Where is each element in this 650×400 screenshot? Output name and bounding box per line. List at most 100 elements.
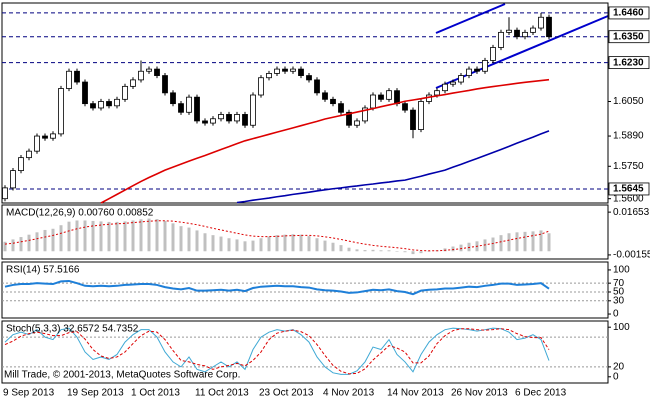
macd-bar (91, 220, 95, 252)
panel-frame (1, 261, 609, 319)
candle-body (250, 94, 256, 126)
y-tick-label: 1.5600 (613, 193, 644, 204)
macd-bar (163, 220, 167, 252)
macd-bar (371, 249, 375, 252)
macd-bar (83, 220, 87, 252)
y-tick-label: 1.5890 (613, 131, 644, 142)
candle-body (530, 27, 536, 33)
macd-bar (139, 219, 143, 252)
y-tick-label: 1.5750 (613, 161, 644, 172)
y-tick-label: 0 (613, 371, 619, 382)
candle-body (138, 70, 144, 81)
candle-body (546, 16, 552, 38)
candle-body (338, 103, 344, 113)
macd-bar (67, 221, 71, 252)
indicator-line (4, 327, 550, 375)
candle-body (66, 70, 72, 89)
candle-body (482, 60, 488, 72)
candle-body (522, 31, 528, 38)
macd-bar (179, 226, 183, 252)
macd-bar (171, 223, 175, 252)
candle-body (386, 90, 392, 100)
macd-bar (35, 232, 39, 252)
candle-body (98, 101, 104, 109)
level-label-box (608, 30, 650, 44)
macd-bar (27, 234, 31, 252)
macd-bar (187, 227, 191, 252)
macd-bar (19, 237, 23, 252)
candle-body (474, 68, 480, 72)
candle-body (490, 47, 496, 61)
macd-bar (123, 221, 127, 252)
x-tick-label: 14 Nov 2013 (387, 388, 444, 399)
candle-body (194, 96, 200, 122)
macd-bar (395, 251, 399, 252)
x-tick-label: 19 Sep 2013 (67, 388, 124, 399)
candle-body (106, 101, 112, 107)
macd-bar (355, 249, 359, 252)
macd-bar (219, 236, 223, 252)
indicator-line (100, 78, 550, 204)
level-label-box (608, 56, 650, 70)
candle-body (298, 68, 304, 76)
y-tick-label: 70 (613, 278, 625, 289)
indicator-line (4, 220, 550, 252)
x-tick-label: 23 Oct 2013 (259, 388, 314, 399)
macd-bar (531, 231, 535, 252)
macd-bar (115, 221, 119, 252)
candle-body (18, 157, 24, 172)
macd-bar (523, 231, 527, 252)
candle-body (402, 103, 408, 111)
candle-body (450, 81, 456, 85)
macd-bar (363, 250, 367, 252)
macd-bar (451, 246, 455, 252)
y-tick-label: 1.6050 (613, 96, 644, 107)
candle-body (34, 135, 40, 152)
macd-bar (539, 230, 543, 252)
candle-body (362, 107, 368, 122)
candle-body (242, 114, 248, 126)
candle-body (442, 83, 448, 92)
macd-bar (379, 250, 383, 252)
macd-bar (251, 240, 255, 252)
candle-body (314, 79, 320, 94)
candle-body (378, 94, 384, 100)
panel-title: RSI(14) 57.5166 (6, 265, 80, 276)
panel-title: MACD(12,26,9) 0.00760 0.00852 (6, 208, 154, 219)
macd-bar (387, 250, 391, 252)
candle-body (282, 68, 288, 72)
macd-bar (315, 238, 319, 252)
candle-body (162, 75, 168, 94)
y-tick-label: -0.00155 (613, 250, 650, 261)
y-tick-label: 20 (613, 362, 625, 373)
y-tick-label: 0.01653 (613, 207, 650, 218)
candle-body (514, 29, 520, 38)
candle-body (170, 92, 176, 105)
candle-body (154, 68, 160, 76)
macd-bar (99, 221, 103, 252)
candle-body (506, 29, 512, 33)
level-label: 1.6460 (613, 8, 644, 19)
level-label: 1.5645 (613, 184, 644, 195)
candle-body (498, 31, 504, 48)
candle-body (82, 81, 88, 105)
macd-bar (131, 220, 135, 252)
candle-body (394, 90, 400, 105)
candle-body (346, 111, 352, 126)
macd-bar (43, 229, 47, 252)
macd-bar (347, 247, 351, 252)
candle-body (418, 101, 424, 130)
panel-title: Stoch(5,3,3) 32.6572 54.7352 (6, 324, 139, 335)
macd-bar (307, 236, 311, 252)
x-tick-label: 1 Oct 2013 (131, 388, 180, 399)
candle-body (218, 114, 224, 120)
candle-body (370, 94, 376, 109)
macd-bar (227, 238, 231, 252)
candle-body (266, 73, 272, 79)
indicator-line (4, 328, 550, 375)
macd-bar (323, 240, 327, 252)
y-tick-label: 100 (613, 322, 630, 333)
footer: Mill Trade, © 2001-2013, MetaQuotes Soft… (4, 370, 240, 381)
level-label-box (608, 182, 650, 196)
